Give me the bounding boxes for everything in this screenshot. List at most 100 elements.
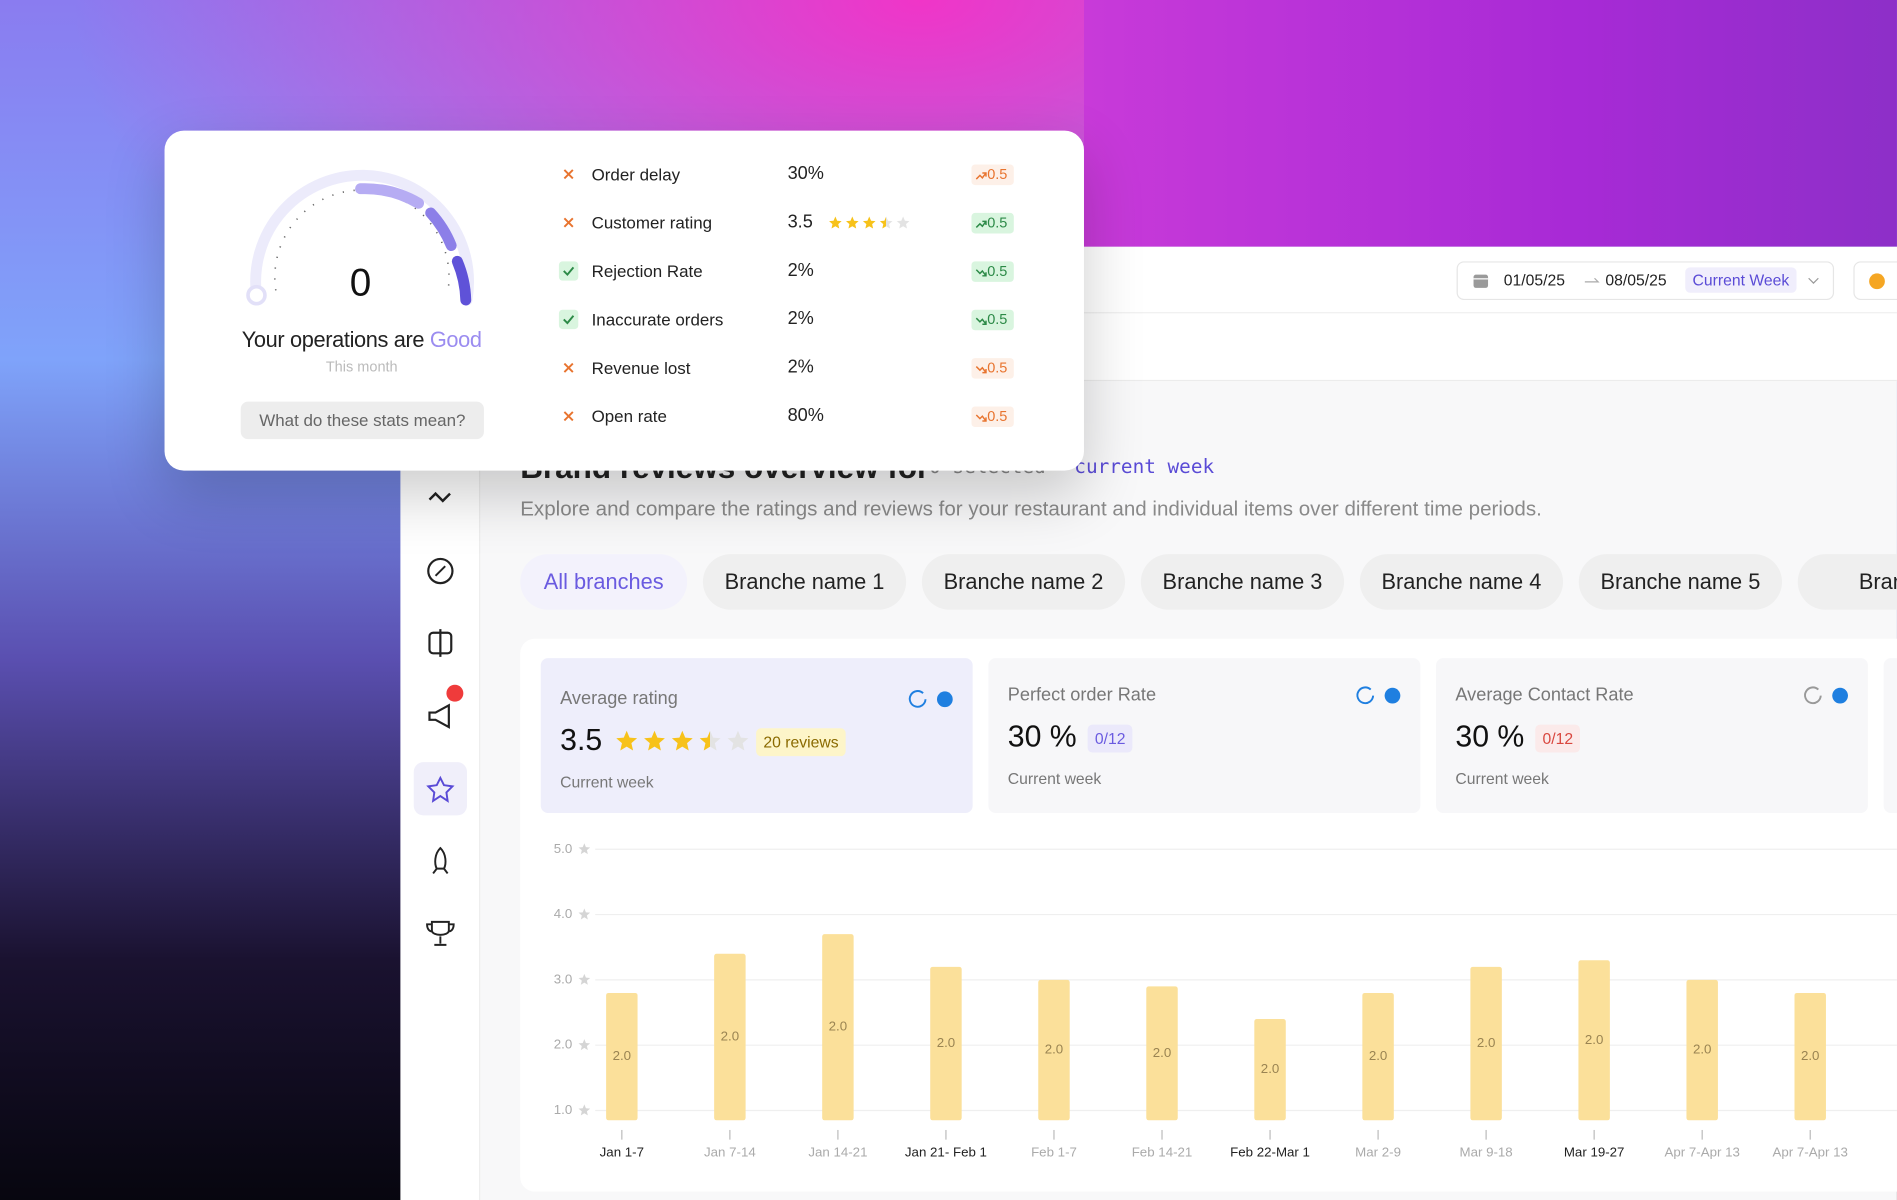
backdrop <box>1083 0 1897 247</box>
branch-chip[interactable]: Branche name 2 <box>921 554 1126 610</box>
trend-arrow <box>975 171 987 179</box>
y-tick-label: 1.0 <box>554 1102 573 1117</box>
discount-icon[interactable] <box>427 557 454 585</box>
row-name: Open rate <box>591 406 667 426</box>
change-badge: 0.5 <box>971 309 1014 331</box>
trend-arrow <box>975 365 987 373</box>
bar-annotation: 2.0 <box>613 1048 632 1063</box>
help-button[interactable]: What do these stats mean? <box>240 401 484 440</box>
announce-icon[interactable] <box>428 684 464 729</box>
x-tick-label: Apr 7-Apr 13 <box>1773 1144 1848 1159</box>
cross-icon <box>563 362 574 373</box>
card-icons[interactable] <box>1803 685 1851 707</box>
branch-chip[interactable]: Branche name 5 <box>1578 554 1783 610</box>
x-tick-label: Mar 2-9 <box>1355 1144 1401 1159</box>
headline-row: Your operations are Good <box>165 328 559 353</box>
change-value: 0.5 <box>987 359 1008 377</box>
period-tag: Current Week <box>1685 267 1797 293</box>
metric-card-edge <box>1883 658 1897 813</box>
bar-annotation: 2.0 <box>1693 1042 1712 1057</box>
trend-icon[interactable] <box>428 491 451 503</box>
period-tag: current week <box>1074 454 1215 478</box>
y-tick-label: 2.0 <box>554 1037 573 1052</box>
trend-arrow <box>975 317 987 325</box>
branch-chip[interactable]: Branche name 4 <box>1359 554 1564 610</box>
x-tick-label: Feb 1-7 <box>1031 1144 1077 1159</box>
change-badge: 0.5 <box>971 164 1014 186</box>
check-icon <box>558 309 579 330</box>
app-window: 01/05/25 08/05/25 Current Week <box>400 246 1897 1200</box>
branch-chip[interactable]: Branche <box>1797 554 1897 610</box>
star <box>644 730 665 751</box>
bar <box>1578 960 1610 1121</box>
selected-bg <box>413 762 467 816</box>
compare-icon[interactable] <box>428 629 453 657</box>
card-icons[interactable] <box>907 688 955 710</box>
check <box>563 315 575 325</box>
stars <box>616 730 749 751</box>
branch-chip[interactable]: Branche name 1 <box>702 554 907 610</box>
bar-annotation: 2.0 <box>829 1019 848 1034</box>
calendar-icon <box>1473 274 1489 288</box>
cross <box>563 362 574 373</box>
bar-annotation: 2.0 <box>1261 1061 1280 1076</box>
y-tick-label: 4.0 <box>554 906 573 921</box>
branch-chip[interactable]: All branches <box>520 554 688 610</box>
metric-badge: 0/12 <box>1535 724 1581 753</box>
operations-card: 0 Your operations are Good This month Wh… <box>164 130 1084 471</box>
star <box>879 216 893 229</box>
metric-card[interactable]: Perfect order Rate 30 % 0/12 Current week <box>988 658 1421 813</box>
bar <box>1794 992 1826 1121</box>
star <box>616 730 638 751</box>
subtitle: Explore and compare the ratings and revi… <box>520 497 1542 521</box>
metric-footnote: Current week <box>1007 769 1102 788</box>
metric-cards: Average rating 3.5 20 reviews Current week P… <box>540 658 1897 815</box>
card-icons[interactable] <box>1355 685 1403 707</box>
reviews-icon[interactable] <box>426 775 455 803</box>
x-tick-label: Jan 21- Feb 1 <box>905 1144 987 1159</box>
bar <box>1146 986 1178 1121</box>
x-tick-label: Apr 7-Apr 13 <box>1664 1144 1739 1159</box>
stars <box>829 216 910 229</box>
date-picker[interactable]: 01/05/25 08/05/25 Current Week <box>1456 261 1835 301</box>
row-name: Rejection Rate <box>591 261 703 281</box>
cross-icon <box>563 411 574 422</box>
info-icon <box>1384 687 1401 704</box>
arrow <box>975 220 987 228</box>
change-value: 0.5 <box>987 310 1008 328</box>
bar <box>606 992 638 1121</box>
metric-title: Perfect order Rate <box>1007 684 1157 706</box>
bar-annotation: 2.0 <box>1045 1042 1064 1057</box>
bg <box>558 309 579 330</box>
ops-rows: Order delay 30% 0.5 Customer rating 3.5 0.5 Re… <box>552 150 1072 465</box>
branch-chip[interactable]: Branche name 3 <box>1140 554 1345 610</box>
bg <box>558 261 579 281</box>
rocket-icon[interactable] <box>432 846 449 875</box>
sidebar-icons <box>413 491 467 946</box>
row-name: Order delay <box>591 164 681 184</box>
bar <box>1038 979 1070 1121</box>
x-tick-label: Feb 22-Mar 1 <box>1230 1144 1310 1159</box>
trend-arrow <box>975 220 987 228</box>
tick-star <box>578 1104 591 1116</box>
x-tick-label: Mar 9-18 <box>1460 1144 1513 1159</box>
tick-star <box>578 843 591 855</box>
metric-value: 3.5 <box>560 723 603 758</box>
info-icon <box>936 691 953 708</box>
trophy-icon[interactable] <box>426 920 455 946</box>
metric-card[interactable]: Average Contact Rate 30 % 0/12 Current week <box>1436 658 1868 813</box>
x-tick-label: Mar 19-27 <box>1564 1144 1625 1159</box>
metric-card[interactable]: Average rating 3.5 20 reviews Current week <box>540 658 973 813</box>
metric-title: Average Contact Rate <box>1455 684 1634 706</box>
gauge: 0 <box>246 169 474 306</box>
rating-word: Good <box>429 327 482 353</box>
bar <box>822 934 854 1121</box>
bar <box>1254 1019 1286 1121</box>
metric-footnote: Current week <box>1455 769 1549 788</box>
tick-star <box>578 1039 591 1051</box>
row-value: 2% <box>787 308 814 330</box>
check-icon <box>558 261 579 281</box>
refresh-icon <box>1804 686 1822 705</box>
arrow <box>975 268 987 276</box>
alert-button[interactable] <box>1853 261 1897 301</box>
